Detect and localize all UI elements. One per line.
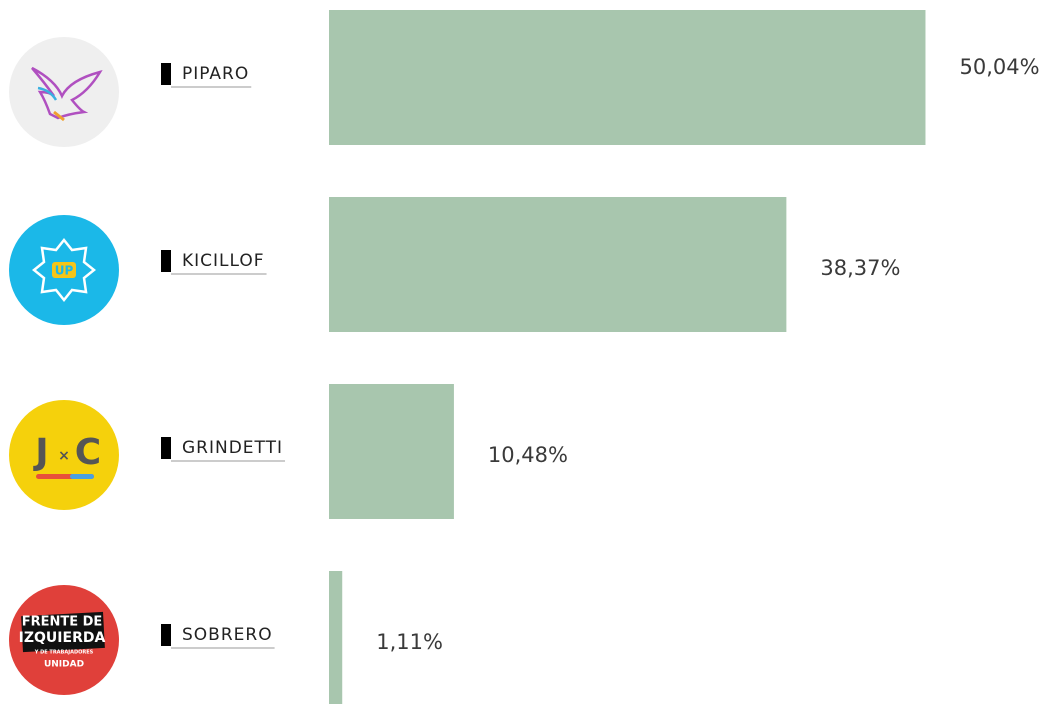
value-label: 10,48%: [488, 443, 568, 467]
category-label: PIPARO: [182, 64, 249, 84]
bar: [329, 10, 926, 145]
logo-text: UNIDAD: [44, 660, 84, 670]
logo-text: ×: [58, 448, 70, 464]
logo-text: C: [75, 432, 101, 473]
label-marker: [161, 63, 171, 85]
logo-kicillof: [9, 215, 119, 325]
logo-grindetti: [9, 400, 119, 510]
label-marker: [161, 624, 171, 646]
category-label: GRINDETTI: [182, 438, 283, 458]
logo-text: J: [32, 432, 48, 473]
label-marker: [161, 250, 171, 272]
label-marker: [161, 437, 171, 459]
logo-sobrero: [9, 585, 119, 695]
logo-text: IZQUIERDA: [19, 630, 106, 646]
logo-piparo: [9, 37, 119, 147]
bar: [329, 197, 787, 332]
logo-text: Y DE TRABAJADORES: [34, 650, 94, 656]
category-label: KICILLOF: [182, 251, 265, 271]
logo-text: FRENTE DE: [22, 615, 103, 630]
value-label: 1,11%: [376, 630, 443, 654]
value-label: 38,37%: [820, 256, 900, 280]
bar: [329, 571, 343, 704]
category-label: SOBRERO: [182, 625, 273, 645]
logo-text: UP: [55, 264, 74, 278]
bar: [329, 384, 454, 519]
value-label: 50,04%: [959, 55, 1039, 79]
